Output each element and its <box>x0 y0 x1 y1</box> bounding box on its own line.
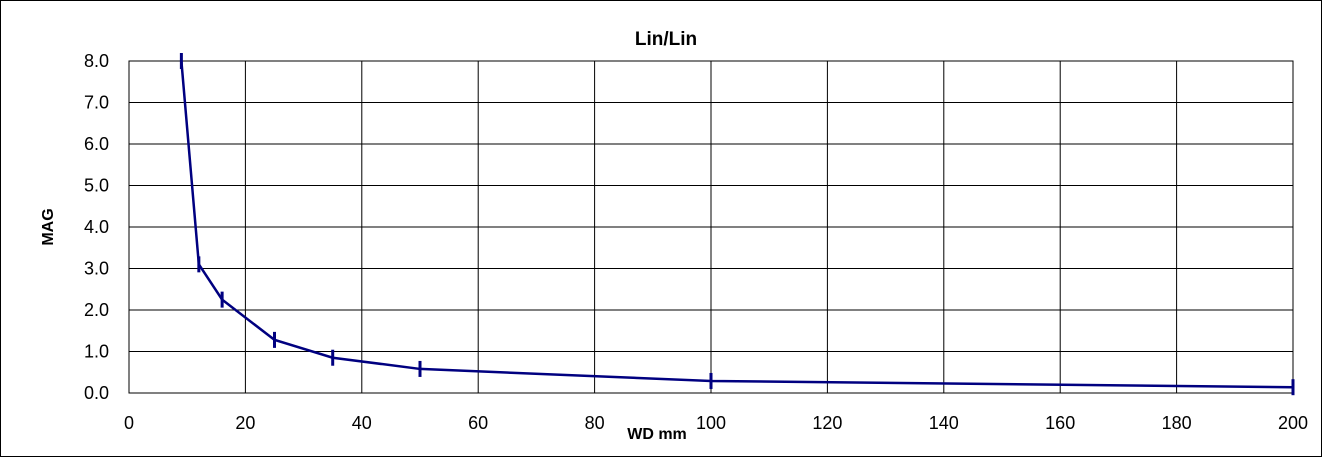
x-tick-label: 60 <box>468 413 488 433</box>
x-tick-label: 200 <box>1278 413 1308 433</box>
gridlines <box>128 60 1294 394</box>
y-tick-label: 2.0 <box>84 300 109 320</box>
y-tick-label: 5.0 <box>84 176 109 196</box>
y-tick-label: 4.0 <box>84 217 109 237</box>
x-tick-labels: 0 20 40 60 80 100 120 140 160 180 200 <box>124 413 1308 433</box>
x-tick-label: 120 <box>812 413 842 433</box>
x-tick-label: 140 <box>929 413 959 433</box>
x-axis-label: WD mm <box>627 426 687 443</box>
y-tick-label: 8.0 <box>84 51 109 71</box>
y-tick-label: 1.0 <box>84 342 109 362</box>
x-tick-label: 40 <box>352 413 372 433</box>
x-tick-label: 0 <box>124 413 134 433</box>
y-tick-label: 6.0 <box>84 134 109 154</box>
series-line <box>180 60 1294 389</box>
x-tick-label: 20 <box>235 413 255 433</box>
x-tick-label: 180 <box>1162 413 1192 433</box>
y-tick-label: 0.0 <box>84 383 109 403</box>
y-tick-labels: 0.0 1.0 2.0 3.0 4.0 5.0 6.0 7.0 8.0 <box>84 51 109 403</box>
y-axis-label: MAG <box>40 208 57 245</box>
x-tick-label: 100 <box>696 413 726 433</box>
y-tick-label: 7.0 <box>84 93 109 113</box>
x-tick-label: 80 <box>585 413 605 433</box>
y-tick-label: 3.0 <box>84 259 109 279</box>
data-series <box>179 53 1295 396</box>
x-tick-label: 160 <box>1045 413 1075 433</box>
chart-title: Lin/Lin <box>635 29 697 50</box>
